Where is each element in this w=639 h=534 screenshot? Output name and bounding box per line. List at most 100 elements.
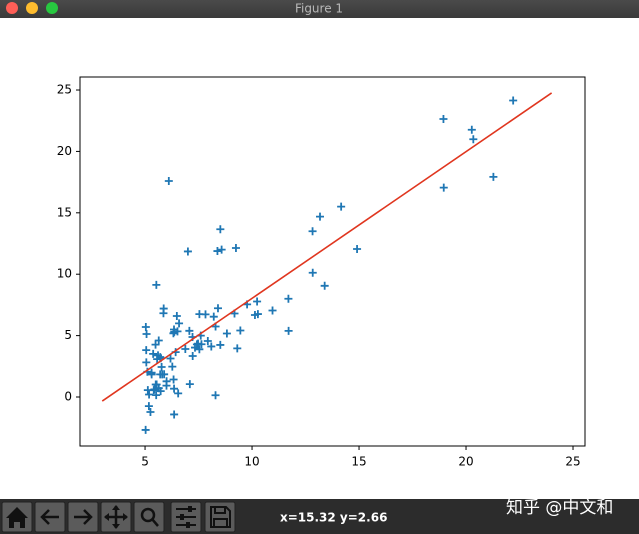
scatter-point: [142, 346, 151, 355]
scatter-point: [156, 370, 165, 379]
scatter-point: [268, 306, 277, 315]
scatter-point: [151, 340, 160, 349]
scatter-point: [337, 202, 346, 211]
fit-line: [101, 92, 553, 402]
scatter-point: [170, 384, 179, 393]
scatter-point: [308, 227, 317, 236]
scatter-point: [439, 115, 448, 124]
scatter-point: [284, 326, 293, 335]
scatter-point: [216, 225, 225, 234]
x-tick-label: 20: [458, 455, 473, 469]
scatter-point: [156, 387, 165, 396]
zoom-rect-button[interactable]: [133, 501, 165, 533]
y-tick-label: 25: [57, 83, 72, 97]
plot-area: 5 10 15 20 25 0 5 10 15 20 25: [57, 76, 586, 469]
scatter-point: [185, 380, 194, 389]
scatter-point: [207, 342, 216, 351]
scatter-point: [320, 281, 329, 290]
y-tick-label: 5: [64, 328, 72, 342]
close-button[interactable]: [6, 2, 18, 14]
scatter-point: [169, 375, 178, 384]
scatter-point: [147, 368, 156, 377]
scatter-point: [175, 319, 184, 328]
scatter-point: [173, 327, 182, 336]
scatter-point: [142, 358, 151, 367]
scatter-point: [211, 391, 220, 400]
scatter-point: [141, 322, 150, 331]
minimize-button[interactable]: [26, 2, 38, 14]
scatter-point: [168, 362, 177, 371]
scatter-point: [195, 345, 204, 354]
scatter-point: [149, 349, 158, 358]
window-title: Figure 1: [295, 2, 343, 16]
scatter-point: [469, 135, 478, 144]
back-button[interactable]: [34, 501, 66, 533]
scatter-point: [253, 297, 262, 306]
scatter-point: [166, 354, 175, 363]
scatter-point: [209, 312, 218, 321]
scatter-point: [164, 176, 173, 185]
scatter-point: [316, 212, 325, 221]
scatter-point: [308, 268, 317, 277]
x-tick-label: 10: [244, 455, 259, 469]
forward-button[interactable]: [67, 501, 99, 533]
title-bar: [0, 0, 639, 18]
y-tick-label: 0: [64, 390, 72, 404]
scatter-point: [284, 294, 293, 303]
scatter-point: [197, 340, 206, 349]
scatter-point: [222, 329, 231, 338]
scatter-point: [152, 280, 161, 289]
zoom-button[interactable]: [46, 2, 58, 14]
y-tick-label: 15: [57, 205, 72, 219]
scatter-point: [213, 304, 222, 313]
x-tick-label: 5: [141, 455, 149, 469]
scatter-point: [195, 310, 204, 319]
scatter-point: [509, 96, 518, 105]
watermark: 知乎 @中文和: [506, 498, 613, 518]
scatter-point: [489, 172, 498, 181]
scatter-point: [174, 389, 183, 398]
scatter-point: [203, 336, 212, 345]
scatter-point: [233, 344, 242, 353]
subplots-button[interactable]: [170, 501, 202, 533]
scatter-point: [152, 391, 161, 400]
scatter-point: [467, 125, 476, 134]
y-tick-label: 10: [57, 267, 72, 281]
scatter-point: [183, 247, 192, 256]
axes-frame: [79, 76, 586, 447]
scatter-point: [141, 425, 150, 434]
scatter-point: [172, 311, 181, 320]
scatter-point: [146, 407, 155, 416]
status-text: x=15.32 y=2.66: [280, 511, 387, 525]
x-tick-label: 25: [565, 455, 580, 469]
scatter-point: [151, 380, 160, 389]
scatter-point: [170, 410, 179, 419]
scatter-point: [253, 310, 262, 319]
scatter-point: [157, 363, 166, 372]
home-button[interactable]: [1, 501, 33, 533]
scatter-point: [213, 247, 222, 256]
scatter-point: [185, 326, 194, 335]
scatter-point: [236, 326, 245, 335]
scatter-point: [145, 390, 154, 399]
scatter-point: [150, 385, 159, 394]
scatter-point: [142, 329, 151, 338]
scatter-point: [353, 244, 362, 253]
pan-button[interactable]: [100, 501, 132, 533]
scatter-point: [154, 351, 163, 360]
scatter-point: [216, 340, 225, 349]
y-tick-label: 20: [57, 144, 72, 158]
scatter-point: [191, 343, 200, 352]
scatter-point: [162, 381, 171, 390]
scatter-point: [217, 245, 226, 254]
scatter-point: [159, 304, 168, 313]
save-button[interactable]: [204, 501, 236, 533]
scatter-point: [154, 336, 163, 345]
scatter-point: [181, 344, 190, 353]
scatter-point: [231, 244, 240, 253]
scatter-point: [188, 351, 197, 360]
scatter-point: [144, 402, 153, 411]
scatter-point: [439, 183, 448, 192]
